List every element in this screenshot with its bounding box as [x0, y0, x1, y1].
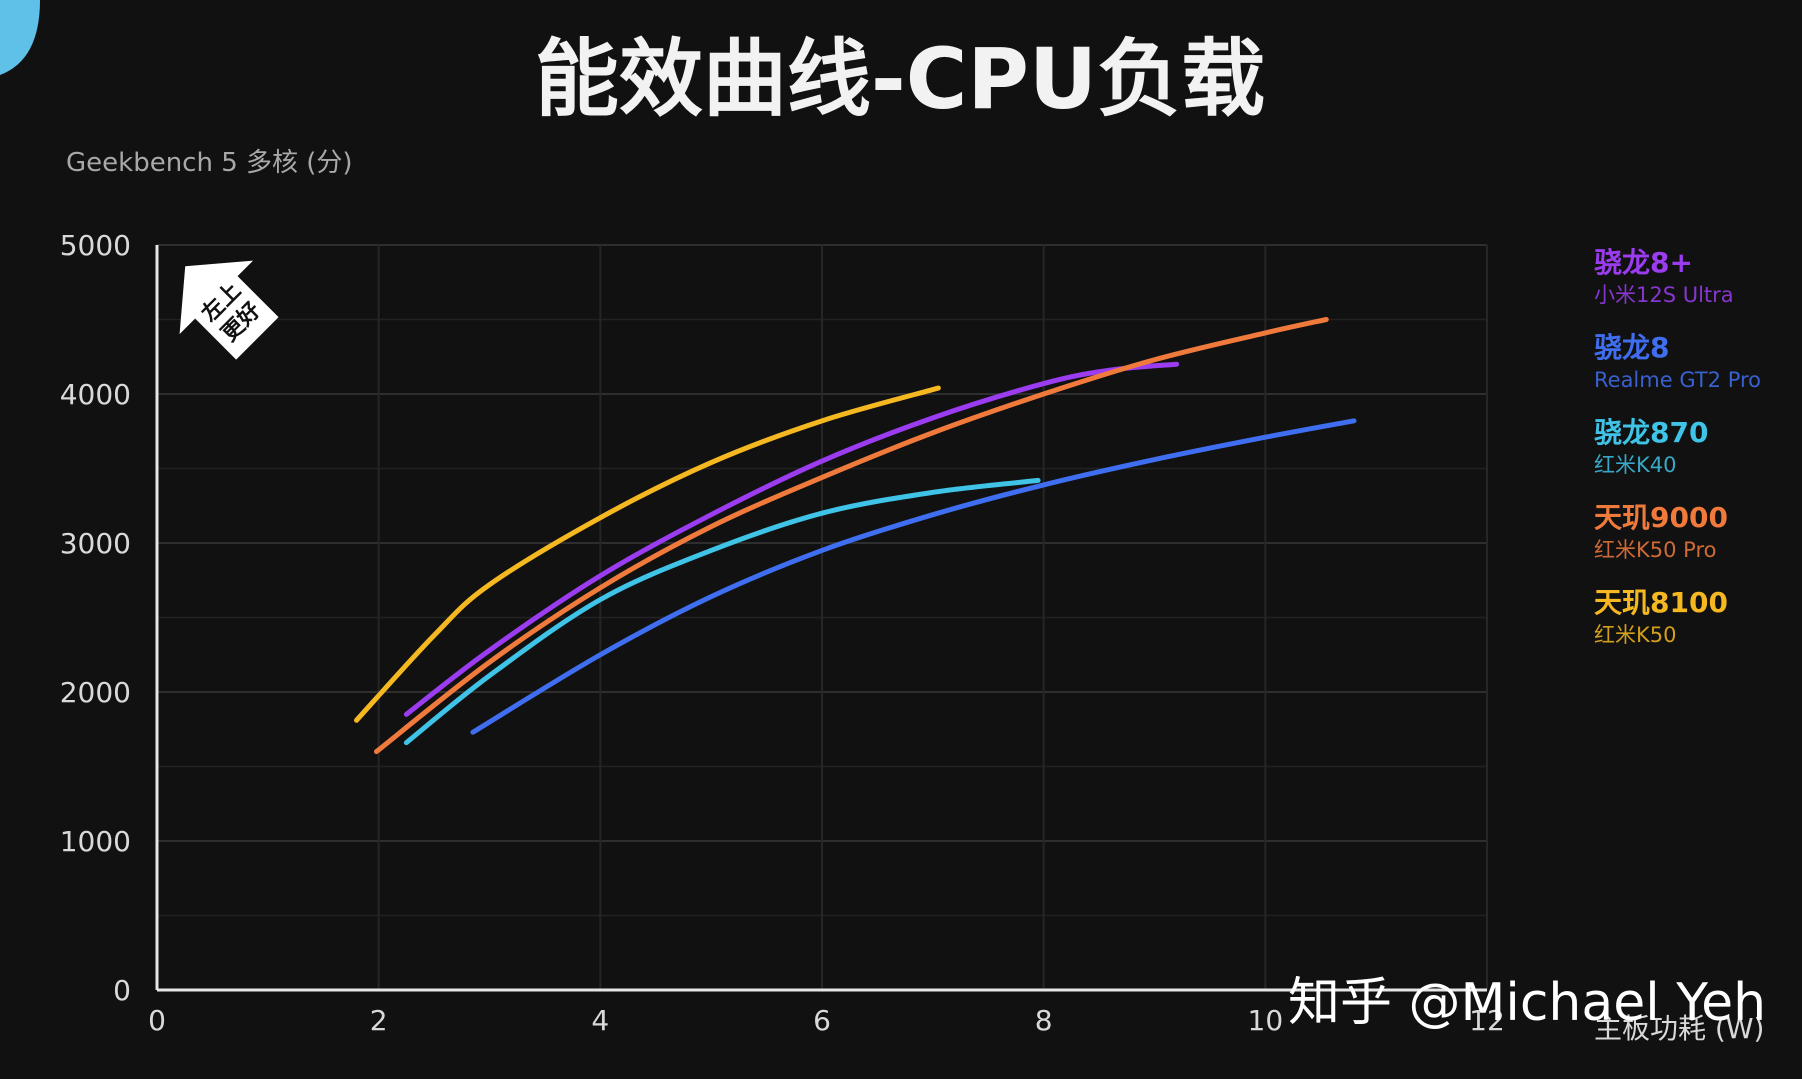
series-lines	[354, 317, 1357, 755]
axes	[155, 245, 1487, 992]
legend-series-name: 骁龙8+	[1594, 246, 1693, 279]
x-tick-label: 2	[370, 1004, 388, 1037]
chart-title: 能效曲线-CPU负载	[535, 30, 1265, 128]
x-tick-label: 6	[813, 1004, 831, 1037]
legend-device-name: 红米K40	[1594, 453, 1677, 477]
y-tick-label: 5000	[60, 229, 131, 262]
y-tick-label: 4000	[60, 378, 131, 411]
legend-device-name: 小米12S Ultra	[1594, 283, 1734, 307]
y-tick-label: 1000	[60, 825, 131, 858]
series-line	[403, 361, 1180, 717]
legend-series-name: 骁龙8	[1594, 331, 1669, 364]
x-tick-label: 8	[1035, 1004, 1053, 1037]
series-line	[470, 418, 1357, 735]
x-tick-label: 4	[591, 1004, 609, 1037]
y-axis-label: Geekbench 5 多核 (分)	[66, 148, 353, 178]
legend: 骁龙8+ 小米12S Ultra 骁龙8 Realme GT2 Pro 骁龙870 红米K…	[1594, 246, 1761, 647]
corner-decoration	[0, 0, 40, 75]
legend-device-name: 红米K50	[1594, 623, 1677, 647]
tick-labels: 0 1000 2000 3000 4000 5000 0 2 4 6 8 10 12	[60, 229, 1505, 1037]
y-tick-label: 2000	[60, 676, 131, 709]
watermark: 知乎 @Michael Yeh	[1288, 973, 1766, 1033]
grid-lines	[156, 244, 1488, 991]
legend-series-name: 天玑9000	[1594, 501, 1728, 534]
x-tick-label: 10	[1248, 1004, 1284, 1037]
better-badge: 左上 更好	[179, 260, 279, 360]
legend-device-name: Realme GT2 Pro	[1594, 368, 1761, 392]
legend-device-name: 红米K50 Pro	[1594, 538, 1716, 562]
y-tick-label: 0	[113, 974, 131, 1007]
x-tick-label: 0	[148, 1004, 166, 1037]
legend-series-name: 天玑8100	[1594, 586, 1728, 619]
legend-series-name: 骁龙870	[1594, 416, 1708, 449]
x-axis-label: 主板功耗 (W)	[1594, 1012, 1764, 1045]
series-line	[403, 477, 1041, 746]
y-tick-label: 3000	[60, 527, 131, 560]
series-line	[354, 385, 941, 723]
x-tick-label: 12	[1469, 1004, 1505, 1037]
series-line	[373, 317, 1329, 755]
